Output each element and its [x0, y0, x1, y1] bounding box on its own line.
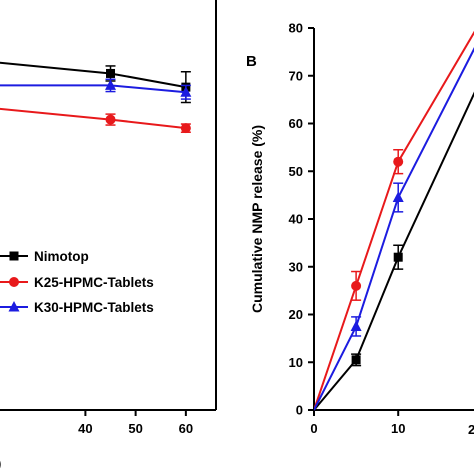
panel-b-data-point [351, 280, 362, 291]
panel-b-y-tick-label: 80 [289, 21, 303, 36]
panel-a-data-point [105, 114, 116, 125]
panel-b-data-point [393, 156, 404, 167]
panel-b-y-tick-label: 10 [289, 355, 303, 370]
panel-a-series [0, 61, 192, 134]
panel-b-x-ticks: 0 10 [310, 410, 405, 436]
legend-marker [8, 301, 20, 312]
panel-b-chart: B 0 10 20 30 40 50 60 70 80 0 10 Cumulative NMP r… [246, 21, 474, 437]
panel-b-y-tick-label: 30 [289, 259, 303, 274]
panel-a-data-point [106, 68, 116, 78]
panel-b-series-line [314, 30, 474, 411]
panel-b-y-tick-label: 50 [289, 164, 303, 179]
panel-b-y-tick-label: 60 [289, 116, 303, 131]
panel-b-y-tick-label: 70 [289, 68, 303, 83]
panel-b-x-tick-label: 0 [310, 421, 317, 436]
panel-b-y-axis-label: Cumulative NMP release (%) [249, 125, 265, 313]
legend-entry-label: Nimotop [34, 249, 89, 264]
panel-b-y-tick-label: 0 [296, 403, 303, 418]
panel-a-x-tick-label: 60 [179, 421, 193, 436]
panel-b-cropped-tick: 2 [468, 422, 474, 437]
panel-b-y-ticks: 0 10 20 30 40 50 60 70 80 [289, 21, 314, 418]
legend-marker [9, 277, 19, 287]
panel-b-series-line [314, 91, 474, 411]
panel-a-series-line [0, 84, 186, 94]
panel-a-series-line [0, 107, 186, 130]
panel-b-data-point [392, 191, 404, 203]
legend-entry-label: K30-HPMC-Tablets [34, 300, 154, 315]
panel-b-data-point [350, 320, 362, 331]
panel-a-x-tick-label: 40 [78, 421, 92, 436]
panel-b-letter: B [246, 53, 257, 70]
panel-b-series [314, 30, 474, 411]
panel-a-x-ticks: 40 50 60 [78, 410, 193, 436]
panel-a-x-tick-label: 50 [128, 421, 142, 436]
panel-a-chart: 40 50 60 Nimotop K25-HPMC-Tablets K30-HPMC-T… [0, 0, 217, 471]
panel-b-series-line [314, 47, 474, 411]
panel-b-x-tick-label: 10 [391, 421, 405, 436]
panel-a-data-point [105, 79, 117, 90]
panel-a-legend: Nimotop K25-HPMC-Tablets K30-HPMC-Tablets [0, 249, 154, 315]
panel-a-data-point [180, 86, 192, 97]
panel-a-series-line [0, 61, 187, 89]
panel-a-data-point [180, 123, 191, 134]
legend-entry-label: K25-HPMC-Tablets [34, 275, 154, 290]
legend-marker [9, 251, 19, 261]
panel-b-y-tick-label: 20 [289, 307, 303, 322]
panel-a-cropped-label: ) [0, 456, 1, 471]
panel-b-data-point [393, 252, 403, 262]
panel-b-y-tick-label: 40 [289, 212, 303, 227]
panel-b-data-point [351, 355, 361, 365]
